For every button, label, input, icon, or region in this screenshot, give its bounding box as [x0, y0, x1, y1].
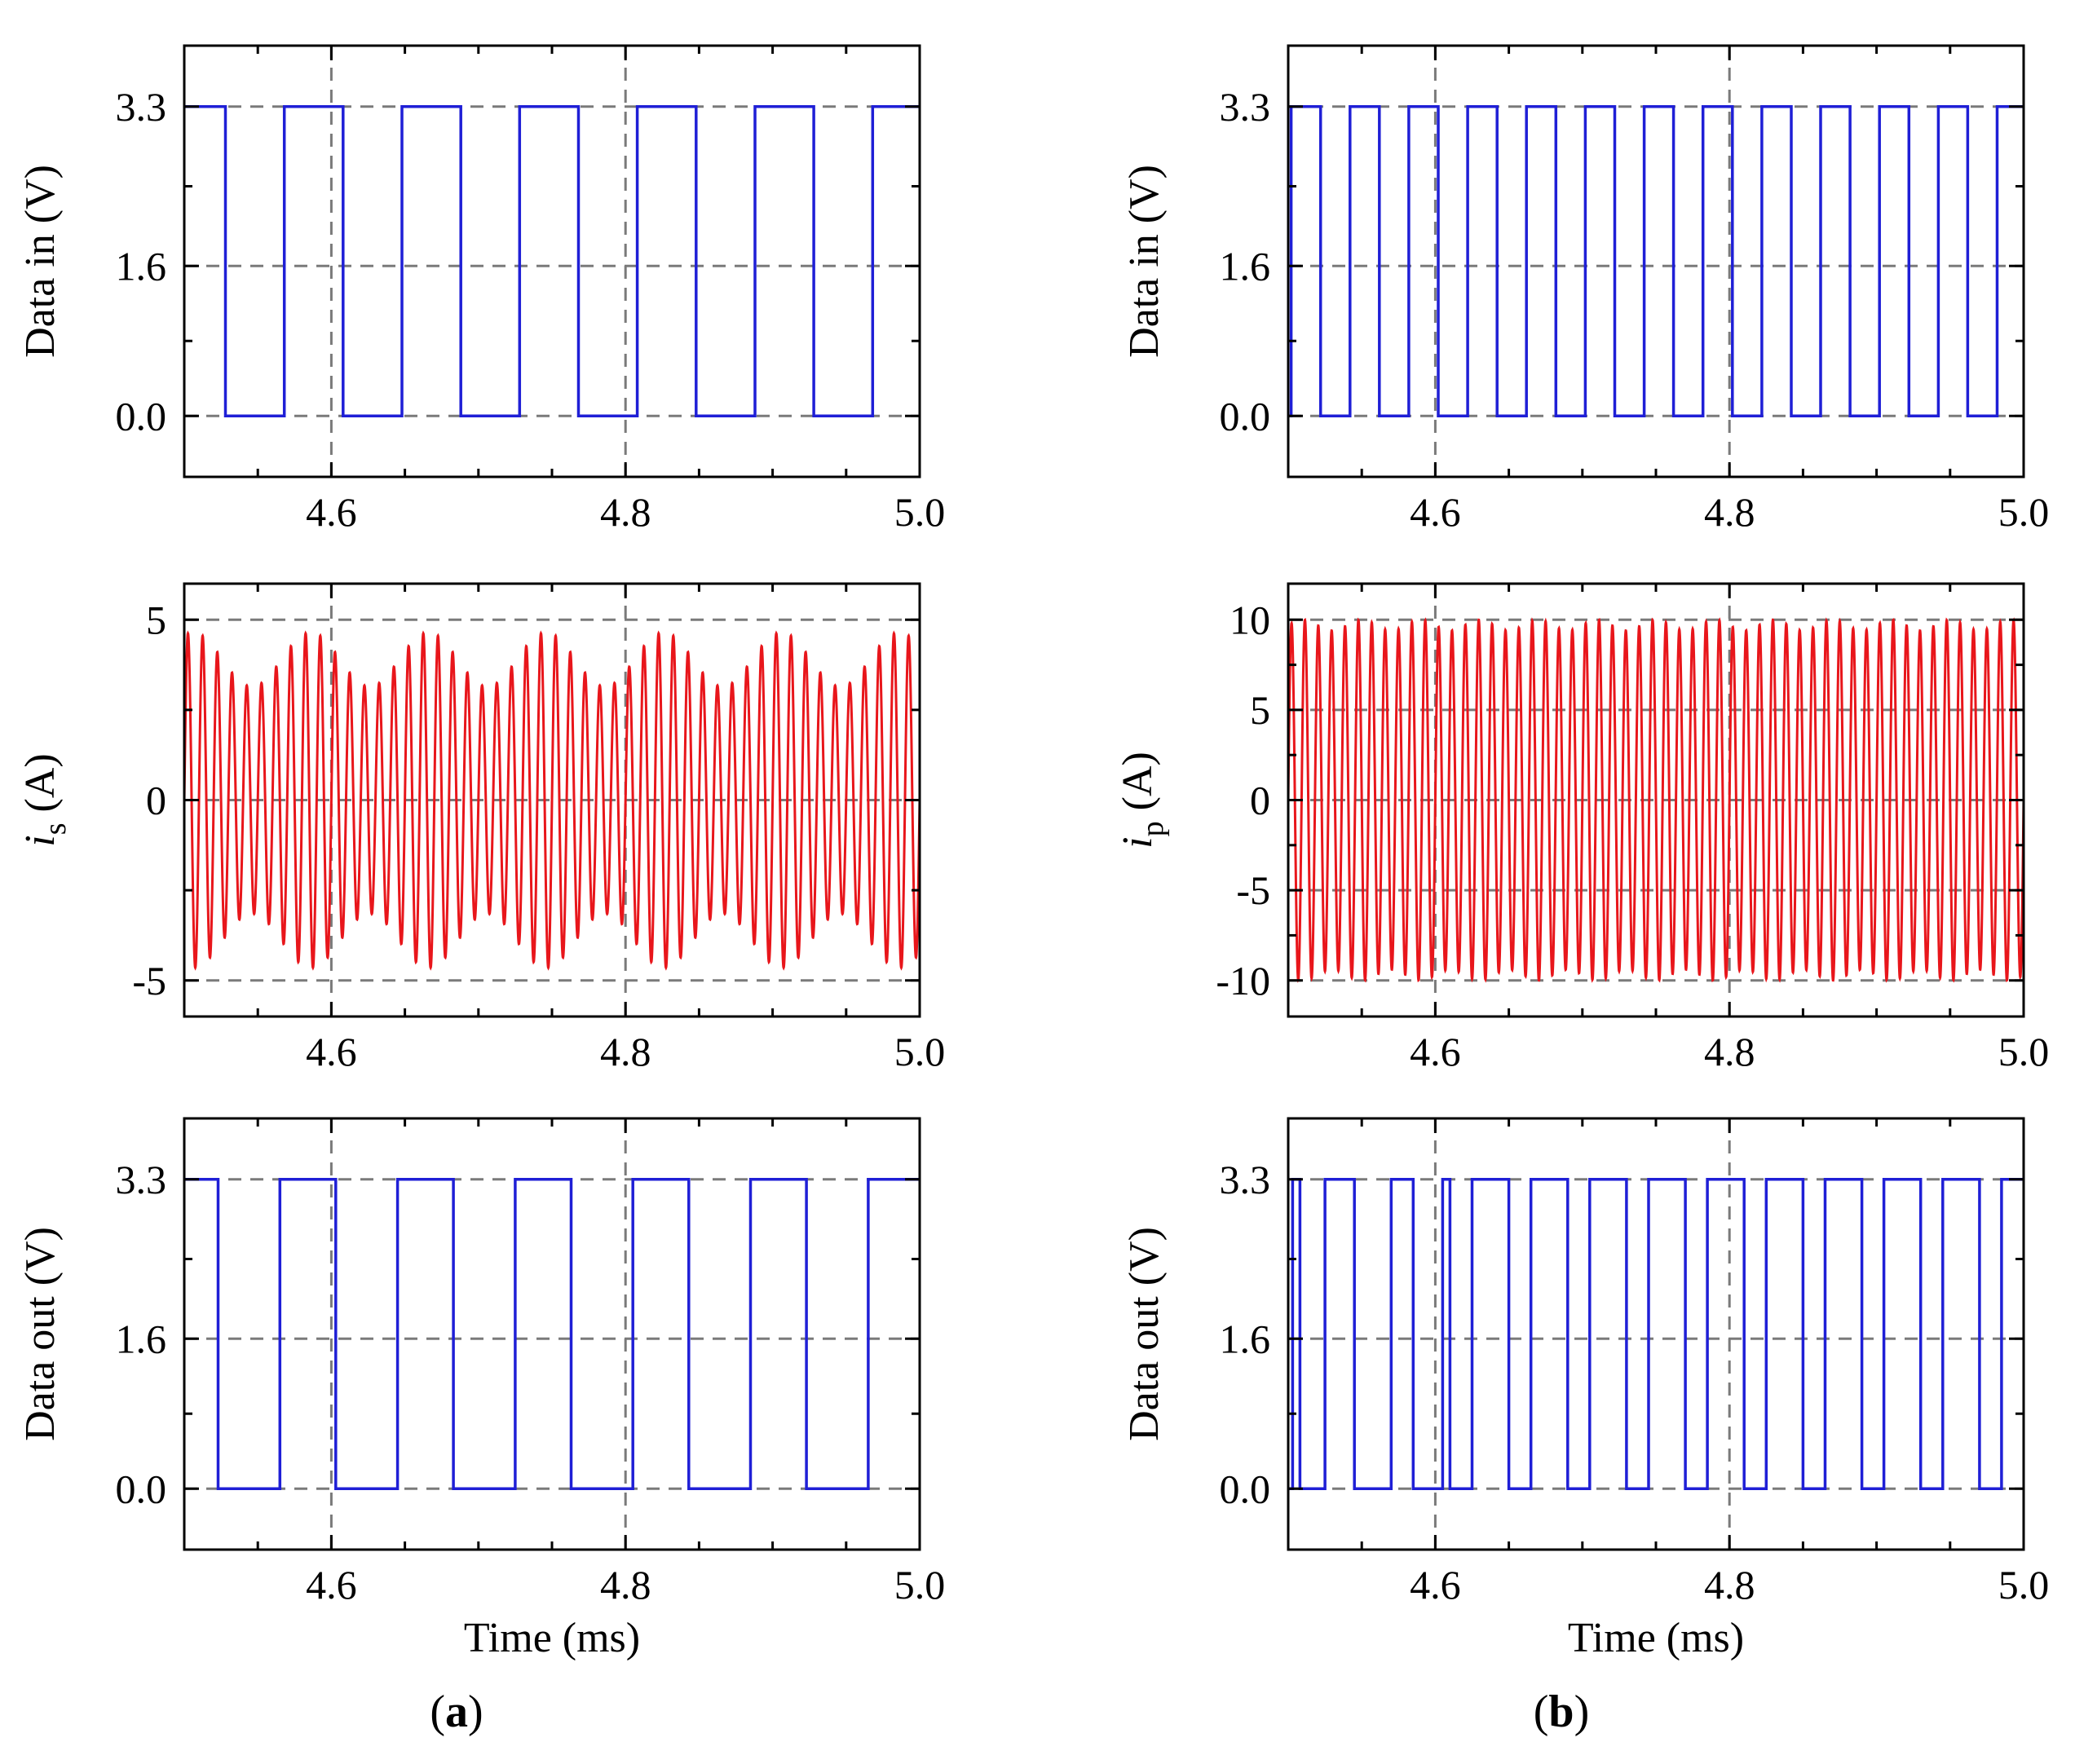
plot-frame — [183, 44, 921, 478]
y-tick-label: 10 — [1230, 597, 1270, 642]
x-tick-label: 4.6 — [306, 1029, 357, 1074]
x-tick-label: 5.0 — [894, 1029, 946, 1074]
y-tick-label: 0 — [1250, 778, 1270, 823]
x-tick-label: 5.0 — [894, 1562, 946, 1607]
y-axis-title: Data out (V) — [1121, 1227, 1168, 1441]
y-axis-title: Data in (V) — [17, 165, 64, 358]
y-tick-label: 5 — [146, 597, 166, 642]
y-axis-title: is (A) — [17, 753, 73, 846]
y-tick-label: 0 — [146, 778, 166, 823]
y-tick-label: -5 — [132, 958, 166, 1003]
panel-label-b: (b) — [1534, 1687, 1589, 1737]
plot-frame — [1287, 44, 2025, 478]
y-axis-title: ip (A) — [1115, 752, 1170, 849]
signal-trace — [1288, 105, 2024, 418]
y-axis-title-unit: (A) — [17, 753, 64, 822]
chart-a-is: 4.6 4.8 5.0 -5 0 5 is (A) — [17, 582, 946, 1074]
y-axis-title-symbol: i — [17, 835, 64, 846]
y-tick-label: -5 — [1236, 867, 1270, 913]
x-tick-label: 5.0 — [1998, 489, 2050, 535]
chart-b-ip: 4.6 4.8 5.0 -10 -5 0 5 10 ip (A) — [1115, 582, 2050, 1074]
chart-b-in: 4.6 4.8 5.0 0.0 1.6 3.3 Data in (V) — [1121, 44, 2050, 535]
y-axis-title-unit: (A) — [1115, 752, 1161, 821]
y-tick-label: 3.3 — [116, 1157, 167, 1202]
y-tick-label: 1.6 — [116, 1316, 167, 1361]
x-tick-label: 4.6 — [1410, 489, 1461, 535]
y-tick-label: 3.3 — [1220, 84, 1271, 130]
y-axis-title-symbol: i — [1115, 836, 1161, 848]
chart-b-out: 4.6 4.8 5.0 0.0 1.6 3.3 Data out (V) Time (ms) — [1121, 1117, 2050, 1661]
x-tick-label: 5.0 — [894, 489, 946, 535]
plot-frame — [183, 1117, 921, 1551]
x-axis-title: Time (ms) — [464, 1615, 640, 1661]
x-tick-label: 4.6 — [1410, 1029, 1461, 1074]
signal-trace — [184, 1178, 920, 1491]
y-tick-label: 0.0 — [116, 393, 167, 439]
signal-trace — [184, 105, 920, 418]
panel-label-a: (a) — [430, 1687, 483, 1737]
current-trace — [184, 630, 920, 971]
x-tick-label: 4.8 — [600, 1029, 651, 1074]
x-tick-label: 4.6 — [306, 1562, 357, 1607]
current-trace — [1288, 617, 2024, 983]
x-tick-label: 5.0 — [1998, 1562, 2050, 1607]
x-tick-label: 4.8 — [1704, 489, 1755, 535]
y-tick-label: 5 — [1250, 687, 1270, 733]
x-tick-label: 5.0 — [1998, 1029, 2050, 1074]
y-axis-title: Data out (V) — [17, 1227, 64, 1441]
plot-frame — [1287, 1117, 2025, 1551]
y-tick-label: -10 — [1216, 958, 1270, 1003]
x-tick-label: 4.6 — [1410, 1562, 1461, 1607]
y-axis-title: Data in (V) — [1121, 165, 1168, 358]
x-axis-title: Time (ms) — [1568, 1615, 1744, 1661]
y-tick-label: 1.6 — [1220, 243, 1271, 289]
y-tick-label: 3.3 — [1220, 1157, 1271, 1202]
y-tick-label: 0.0 — [1220, 1466, 1271, 1511]
y-tick-label: 0.0 — [116, 1466, 167, 1511]
y-tick-label: 1.6 — [116, 243, 167, 289]
x-tick-label: 4.8 — [1704, 1029, 1755, 1074]
y-tick-label: 3.3 — [116, 84, 167, 130]
x-tick-label: 4.8 — [1704, 1562, 1755, 1607]
chart-a-out: 4.6 4.8 5.0 0.0 1.6 3.3 Data out (V) Time (ms) — [17, 1117, 946, 1661]
x-tick-label: 4.8 — [600, 489, 651, 535]
chart-a-in: 4.6 4.8 5.0 0.0 1.6 3.3 Data in (V) — [17, 44, 946, 535]
y-tick-label: 0.0 — [1220, 393, 1271, 439]
x-tick-label: 4.6 — [306, 489, 357, 535]
y-axis-title-subscript: s — [38, 822, 73, 835]
x-tick-label: 4.8 — [600, 1562, 651, 1607]
signal-trace — [1288, 1178, 2024, 1491]
y-tick-label: 1.6 — [1220, 1316, 1271, 1361]
y-axis-title-subscript: p — [1136, 821, 1170, 836]
